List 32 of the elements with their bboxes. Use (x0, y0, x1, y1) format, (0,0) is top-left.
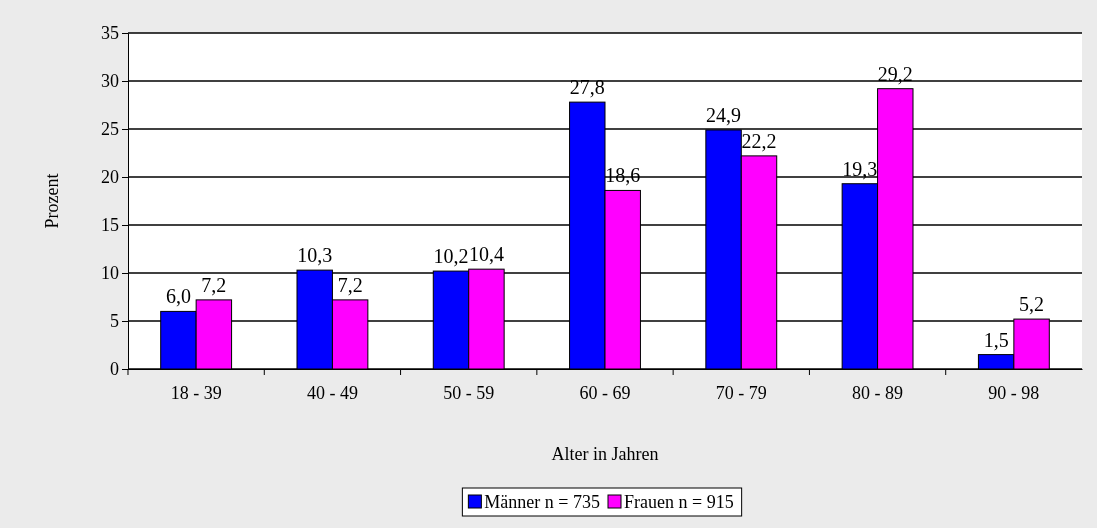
data-label: 19,3 (842, 157, 878, 180)
data-label: 1,5 (983, 328, 1009, 351)
y-tick-label: 25 (101, 119, 119, 140)
x-tick-label: 50 - 59 (443, 383, 495, 403)
data-label: 6,0 (165, 285, 191, 308)
y-axis-title: Prozent (42, 173, 62, 229)
legend-label: Frauen n = 915 (624, 492, 734, 512)
data-label: 10,2 (433, 245, 469, 268)
x-tick-label: 60 - 69 (579, 383, 631, 403)
data-label: 7,2 (337, 273, 363, 296)
x-tick-label: 90 - 98 (988, 383, 1040, 403)
x-tick-label: 80 - 89 (852, 383, 904, 403)
x-tick-label: 18 - 39 (170, 383, 222, 403)
data-label: 27,8 (569, 76, 605, 99)
x-axis-title: Alter in Jahren (551, 444, 659, 464)
y-tick-label: 5 (110, 311, 119, 332)
data-label: 10,3 (297, 244, 333, 267)
data-label: 7,2 (201, 273, 227, 296)
y-tick-label: 20 (101, 167, 119, 188)
data-label: 5,2 (1019, 293, 1045, 316)
data-label: 10,4 (468, 243, 504, 266)
x-tick-label: 70 - 79 (715, 383, 767, 403)
y-tick-label: 15 (101, 215, 119, 236)
y-tick-label: 35 (101, 23, 119, 44)
legend-label: Männer n = 735 (484, 492, 600, 512)
y-tick-label: 30 (101, 71, 119, 92)
data-label: 29,2 (877, 62, 913, 85)
y-tick-label: 0 (110, 359, 119, 380)
data-label: 22,2 (741, 129, 777, 152)
y-tick-label: 10 (101, 263, 119, 284)
data-label: 24,9 (706, 103, 742, 126)
x-tick-label: 40 - 49 (306, 383, 358, 403)
